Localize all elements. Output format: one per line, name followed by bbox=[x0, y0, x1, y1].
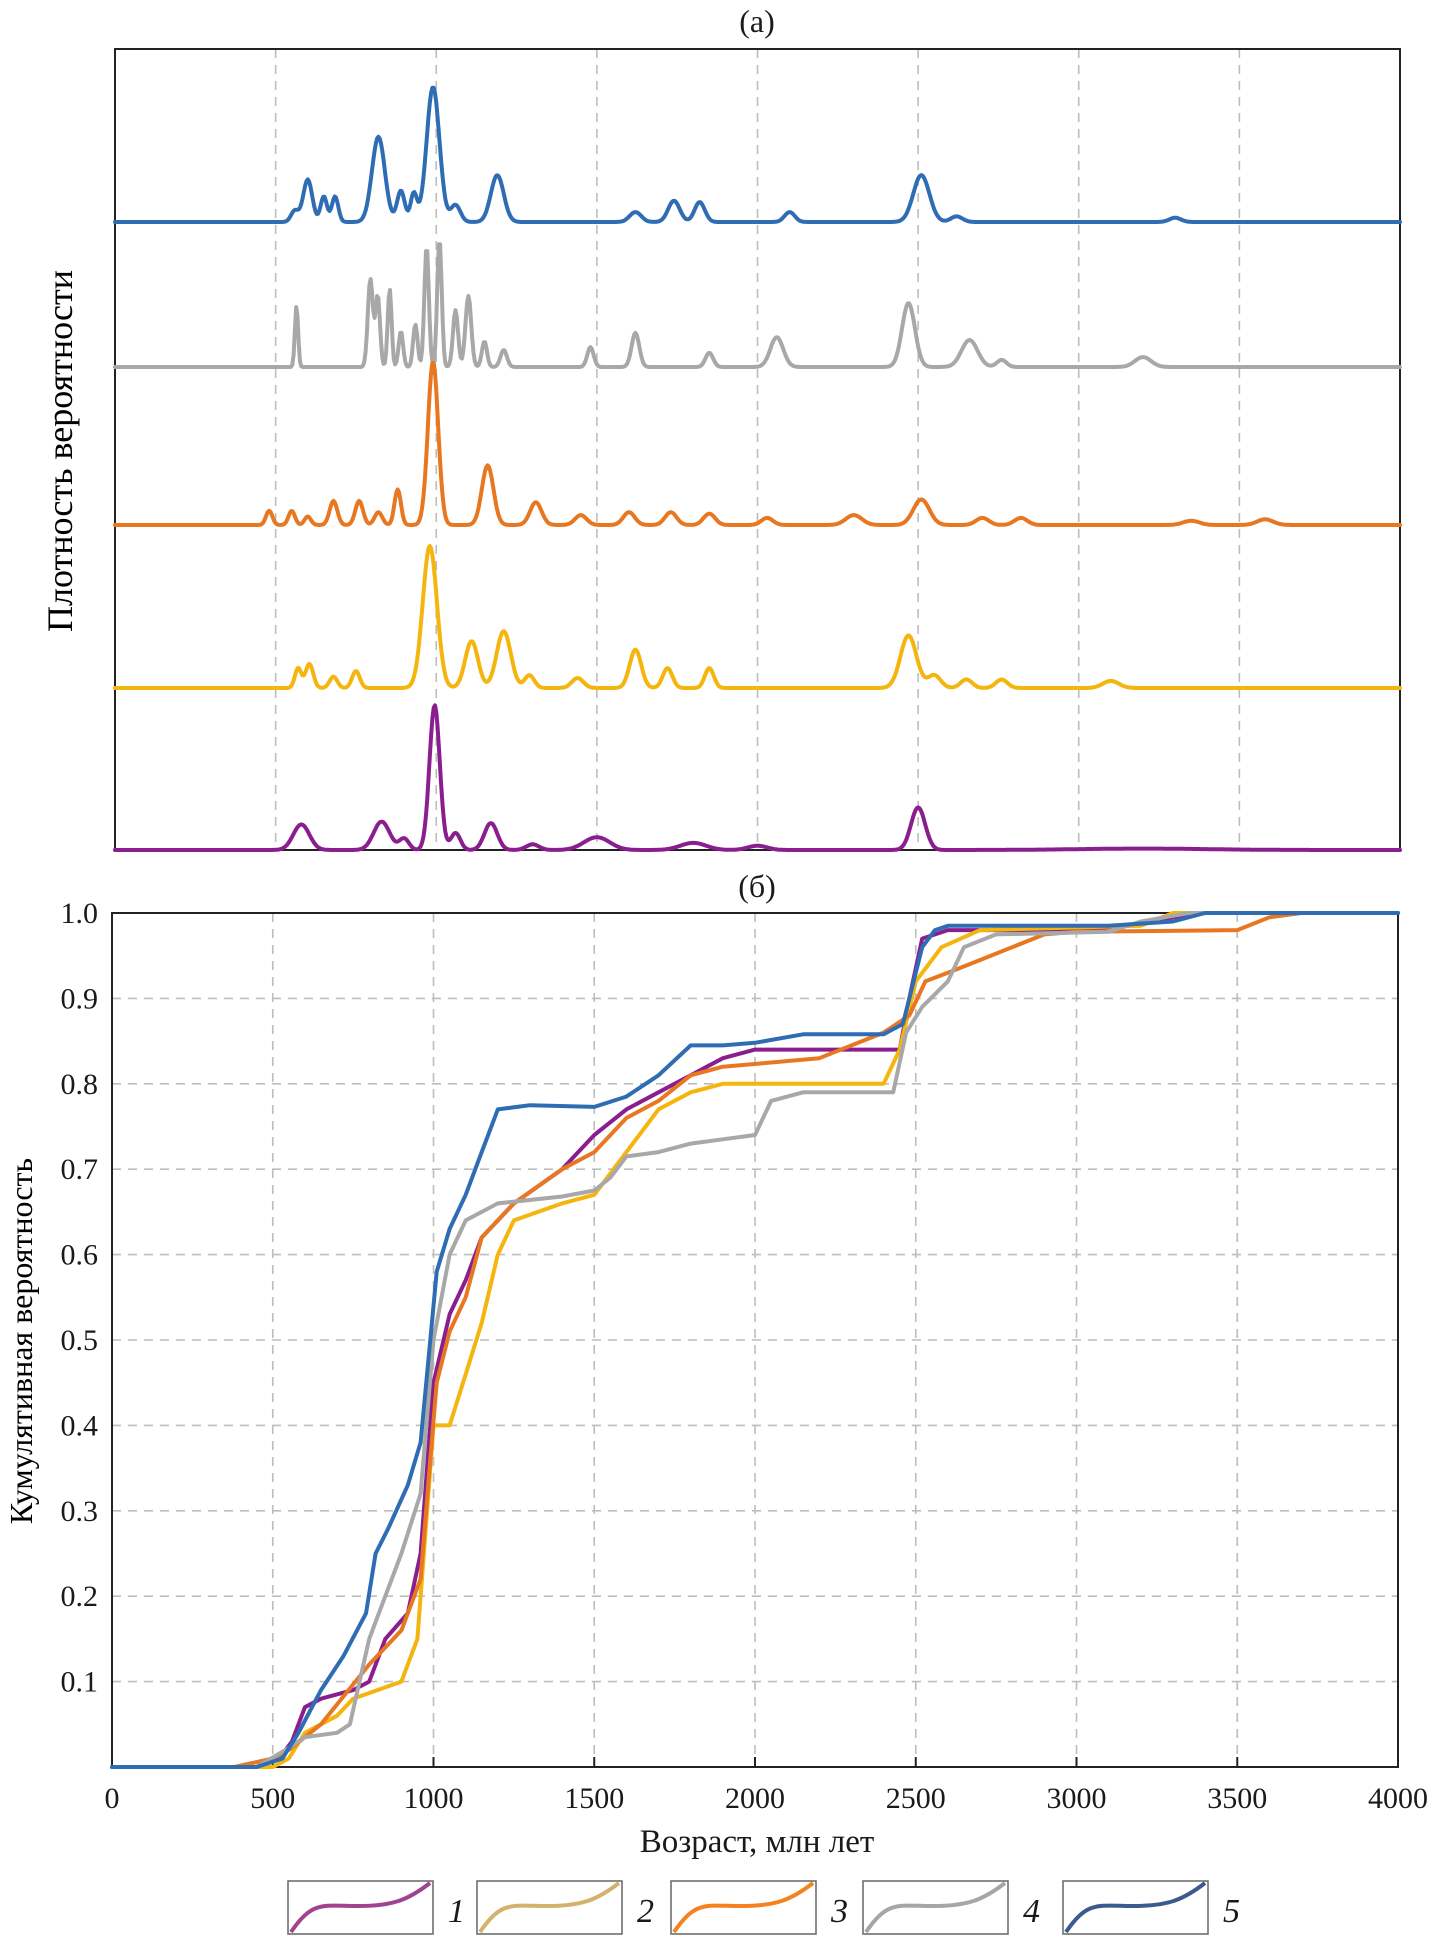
cumulative-curve-2 bbox=[110, 911, 1400, 1769]
panel-b-y-axis-label: Кумулятивная вероятность bbox=[3, 1158, 39, 1524]
legend-swatch-curve bbox=[864, 1881, 1007, 1934]
density-curve-1 bbox=[113, 703, 1402, 852]
legend-label: 3 bbox=[830, 1893, 848, 1930]
cumulative-curve-3 bbox=[110, 911, 1400, 1769]
legend-item-1: 1 bbox=[287, 1880, 465, 1935]
y-tick-label: 0.3 bbox=[61, 1495, 99, 1528]
density-curve-2 bbox=[113, 544, 1402, 690]
x-axis-label: Возраст, млн лет bbox=[640, 1824, 875, 1860]
density-curve-3 bbox=[113, 361, 1402, 527]
y-tick-label: 1.0 bbox=[61, 897, 99, 930]
legend-item-4: 4 bbox=[862, 1880, 1040, 1935]
x-tick-label: 1500 bbox=[564, 1782, 624, 1815]
y-tick-label: 0.2 bbox=[61, 1580, 99, 1613]
density-curve-4 bbox=[113, 242, 1402, 369]
y-tick-label: 0.7 bbox=[61, 1153, 99, 1186]
x-tick-label: 3000 bbox=[1047, 1782, 1107, 1815]
panel-a-gridlines bbox=[274, 49, 1241, 850]
legend-label: 4 bbox=[1023, 1893, 1040, 1930]
panel-b-gridlines bbox=[112, 913, 1398, 1767]
legend-item-3: 3 bbox=[670, 1880, 848, 1935]
legend-swatch-curve bbox=[1064, 1881, 1207, 1934]
legend: 1 2 3 4 5 bbox=[287, 1880, 1240, 1935]
legend-item-5: 5 bbox=[1062, 1880, 1240, 1935]
panel-a-density-curves bbox=[113, 85, 1402, 852]
y-tick-label: 0.1 bbox=[61, 1666, 99, 1699]
x-tick-label: 1000 bbox=[404, 1782, 464, 1815]
density-curve-5 bbox=[113, 85, 1402, 224]
legend-label: 1 bbox=[448, 1893, 465, 1930]
panel-b-cumulative-curves bbox=[110, 911, 1400, 1769]
legend-item-2: 2 bbox=[476, 1880, 654, 1935]
panel-b-title: (б) bbox=[738, 868, 776, 904]
y-tick-label: 0.6 bbox=[61, 1239, 99, 1272]
cumulative-curve-4 bbox=[110, 911, 1400, 1769]
panel-b-frame bbox=[111, 912, 1399, 1768]
x-tick-label: 500 bbox=[250, 1782, 295, 1815]
legend-swatch-curve bbox=[672, 1881, 815, 1934]
panel-b-tick-labels: 0 500 1000 1500 2000 2500 3000 3500 4000 0.1 0.2 0.… bbox=[61, 897, 1429, 1815]
x-tick-label: 0 bbox=[105, 1782, 120, 1815]
y-tick-label: 0.9 bbox=[61, 982, 99, 1015]
y-tick-label: 0.4 bbox=[61, 1409, 99, 1442]
cumulative-curve-5 bbox=[110, 911, 1400, 1769]
legend-swatch-curve bbox=[289, 1881, 432, 1934]
x-tick-label: 2000 bbox=[725, 1782, 785, 1815]
panel-a-title: (а) bbox=[739, 3, 775, 39]
y-tick-label: 0.8 bbox=[61, 1068, 99, 1101]
legend-swatch-curve bbox=[478, 1881, 621, 1934]
x-tick-label: 3500 bbox=[1207, 1782, 1267, 1815]
panel-a-y-axis-label: Плотность вероятности bbox=[40, 270, 80, 632]
legend-label: 2 bbox=[637, 1893, 654, 1930]
y-tick-label: 0.5 bbox=[61, 1324, 99, 1357]
x-tick-label: 4000 bbox=[1368, 1782, 1428, 1815]
legend-label: 5 bbox=[1223, 1893, 1240, 1930]
panel-a-frame bbox=[114, 48, 1401, 850]
x-tick-label: 2500 bbox=[886, 1782, 946, 1815]
